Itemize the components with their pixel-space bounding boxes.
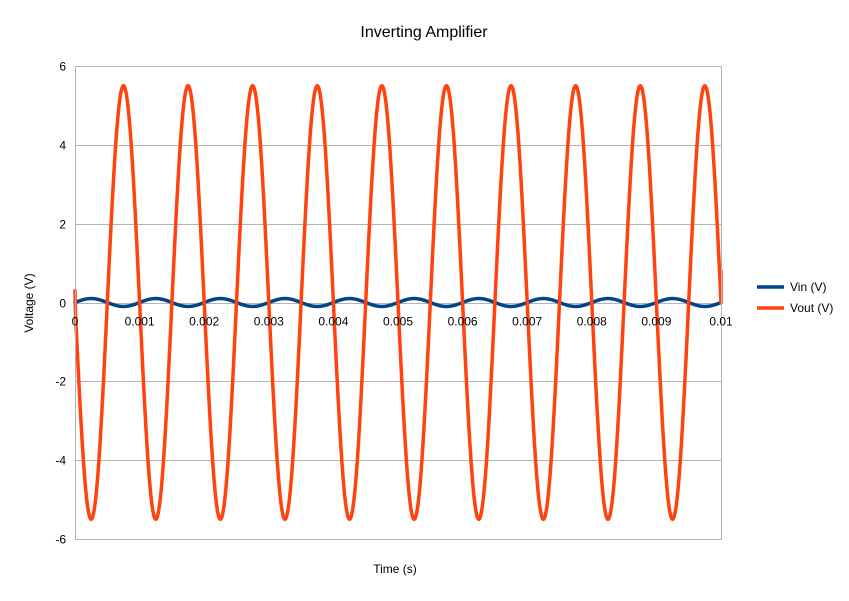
y-tick-label: 0 [59,297,66,311]
x-tick-label: 0.009 [641,315,671,329]
x-tick-label: 0.001 [125,315,155,329]
y-tick-label: -4 [55,454,66,468]
x-tick-label: 0 [72,315,79,329]
y-tick-labels: 6 4 2 0 -2 -4 -6 [55,60,66,547]
x-tick-labels: 0 0.001 0.002 0.003 0.004 0.005 0.006 0.007 0.00… [72,315,733,329]
x-tick-label: 0.01 [709,315,733,329]
series-line-vout [73,83,723,522]
y-tick-label: -2 [55,375,66,389]
y-tick-label: -6 [55,533,66,547]
x-tick-label: 0.008 [577,315,607,329]
x-tick-label: 0.007 [512,315,542,329]
y-axis-label: Voltage (V) [22,273,36,332]
x-axis-label: Time (s) [373,562,417,576]
x-tick-label: 0.004 [318,315,348,329]
x-tick-label: 0.005 [383,315,413,329]
series-layer [73,83,723,522]
x-tick-label: 0.003 [254,315,284,329]
x-tick-label: 0.002 [189,315,219,329]
legend: Vin (V) Vout (V) [757,280,833,315]
plot-area-border [75,66,722,540]
legend-label: Vout (V) [790,301,833,315]
chart-title: Inverting Amplifier [360,24,488,41]
y-tick-label: 2 [59,218,66,232]
y-tick-label: 4 [59,139,66,153]
legend-label: Vin (V) [790,280,826,294]
y-tick-label: 6 [59,60,66,74]
x-tick-label: 0.006 [448,315,478,329]
